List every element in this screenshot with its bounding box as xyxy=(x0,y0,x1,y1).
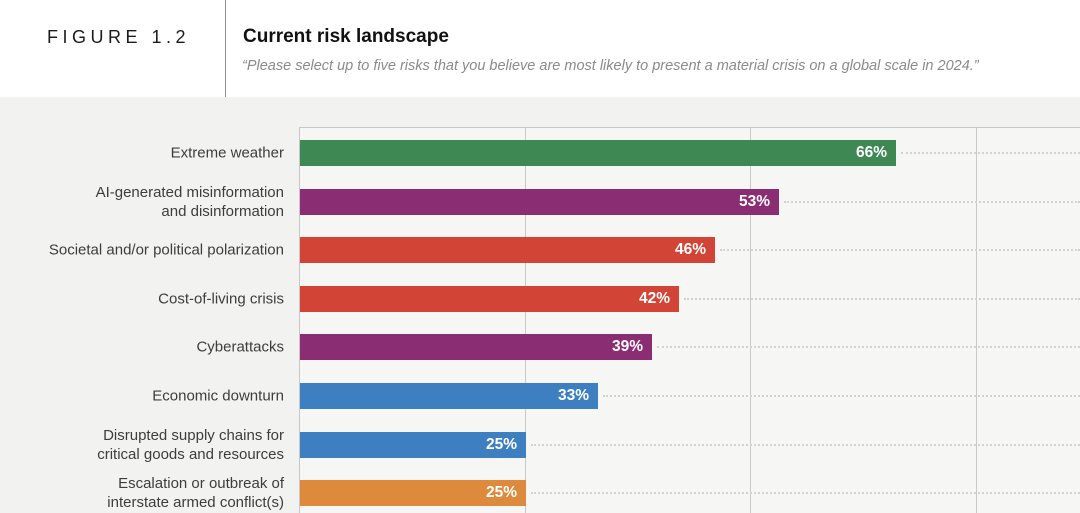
category-label: Escalation or outbreak of interstate arme… xyxy=(0,474,284,512)
category-label-line: Disrupted supply chains for xyxy=(103,427,284,444)
leader-dotted-line xyxy=(657,346,1080,348)
category-label: Economic downturn xyxy=(0,387,284,406)
bar: 39% xyxy=(300,334,652,360)
bar: 33% xyxy=(300,383,598,409)
leader-dotted-line xyxy=(603,395,1080,397)
category-label-line: Cost-of-living crisis xyxy=(158,290,284,308)
leader-dotted-line xyxy=(684,298,1080,300)
header-divider-line xyxy=(225,0,226,97)
category-label-line: Cyberattacks xyxy=(196,338,284,356)
bar-value-label: 33% xyxy=(557,387,589,404)
leader-dotted-line xyxy=(531,444,1080,446)
bar-value-label: 66% xyxy=(855,144,887,161)
bar: 42% xyxy=(300,286,679,312)
category-label: Cyberattacks xyxy=(0,338,284,357)
category-label: AI-generated misinformation and disinform… xyxy=(0,183,284,221)
category-label-line: interstate armed conflict(s) xyxy=(107,494,284,511)
leader-dotted-line xyxy=(720,249,1080,251)
bar-value-label: 39% xyxy=(611,338,643,355)
figure-number-label: FIGURE 1.2 xyxy=(47,27,191,47)
category-label-line: Societal and/or political polarization xyxy=(48,241,284,259)
bar: 25% xyxy=(300,480,526,506)
category-label-line: Extreme weather xyxy=(170,144,284,162)
bar-value-label: 53% xyxy=(738,193,770,210)
gridline-75-percent xyxy=(976,128,977,513)
bar-value-label: 25% xyxy=(485,436,517,453)
category-label-line: AI-generated misinformation xyxy=(95,184,284,201)
category-label-line: and disinformation xyxy=(161,203,284,220)
gridline-50-percent xyxy=(750,128,751,513)
bar: 25% xyxy=(300,432,526,458)
category-label: Disrupted supply chains for critical good… xyxy=(0,426,284,464)
leader-dotted-line xyxy=(901,152,1080,154)
bar-chart: Extreme weather 66% AI-generated misinform… xyxy=(0,97,1080,513)
category-label-line: critical goods and resources xyxy=(97,446,284,463)
category-label-line: Escalation or outbreak of xyxy=(118,475,284,492)
bar: 53% xyxy=(300,189,779,215)
figure-subtitle-quote: “Please select up to five risks that you… xyxy=(242,58,979,74)
category-label-line: Economic downturn xyxy=(152,387,284,405)
category-label: Extreme weather xyxy=(0,144,284,163)
leader-dotted-line xyxy=(531,492,1080,494)
category-label: Societal and/or political polarization xyxy=(0,241,284,260)
gridline-25-percent xyxy=(525,128,526,513)
bar-value-label: 25% xyxy=(485,484,517,501)
bar: 66% xyxy=(300,140,896,166)
bar-value-label: 46% xyxy=(674,241,706,258)
bar-value-label: 42% xyxy=(638,290,670,307)
category-label: Cost-of-living crisis xyxy=(0,290,284,309)
bar: 46% xyxy=(300,237,715,263)
figure-title: Current risk landscape xyxy=(243,26,449,47)
leader-dotted-line xyxy=(784,201,1080,203)
